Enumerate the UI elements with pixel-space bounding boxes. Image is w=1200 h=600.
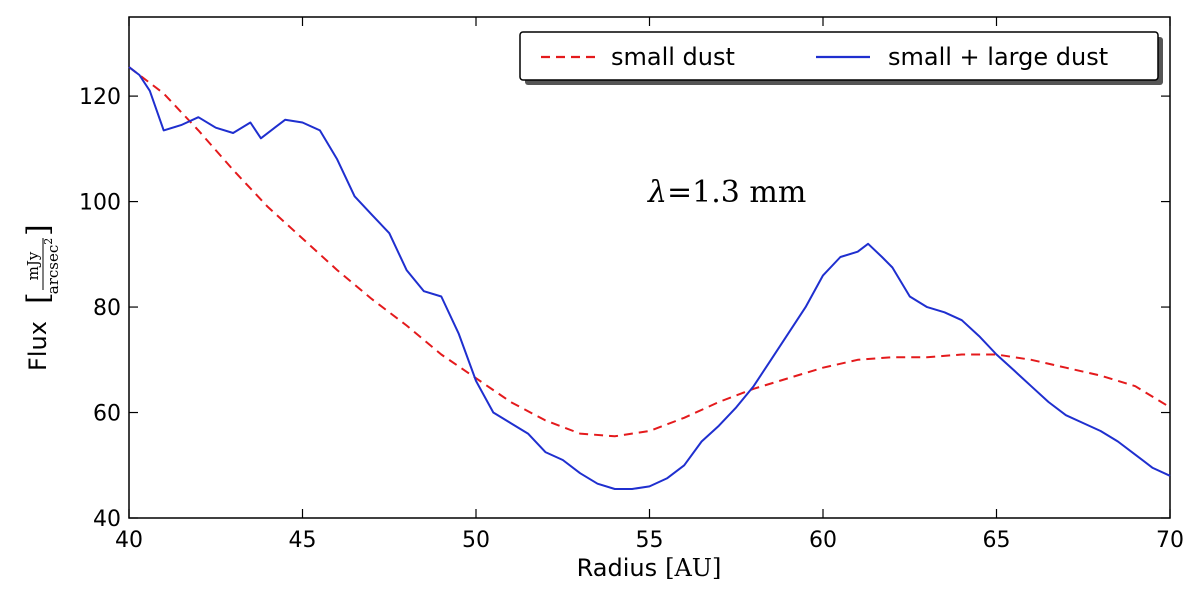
y-axis-unit-den-text: arcsec bbox=[44, 245, 62, 295]
x-axis-label-text: Radius bbox=[577, 554, 657, 582]
x-tick-label: 55 bbox=[636, 528, 664, 553]
x-tick-label: 65 bbox=[983, 528, 1011, 553]
y-axis-unit-den: arcsec2 bbox=[42, 238, 62, 295]
wavelength-annotation: λ=1.3 mm bbox=[647, 175, 806, 210]
y-tick-label: 80 bbox=[93, 296, 121, 321]
y-tick-label: 100 bbox=[79, 191, 121, 216]
series-line-small-large-dust bbox=[128, 66, 1171, 490]
y-axis-unit-num: mJy bbox=[24, 251, 42, 280]
x-tick-label: 70 bbox=[1156, 528, 1184, 553]
x-axis-unit: [AU] bbox=[665, 554, 721, 582]
x-tick-label: 45 bbox=[289, 528, 317, 553]
x-tick-label: 50 bbox=[462, 528, 490, 553]
y-axis-label: Flux [ mJy arcsec2 ] bbox=[21, 224, 62, 371]
y-axis-label-text: Flux bbox=[24, 321, 52, 371]
tick-layer: 40 45 50 55 60 65 70 40 60 80 100 120 bbox=[79, 17, 1184, 553]
series-layer bbox=[128, 66, 1171, 490]
y-axis-unit-den-exp: 2 bbox=[42, 238, 55, 245]
x-tick-label: 60 bbox=[809, 528, 837, 553]
plot-frame bbox=[128, 16, 1171, 519]
legend: small dust small + large dust bbox=[519, 31, 1163, 85]
legend-label-small-large-dust: small + large dust bbox=[888, 43, 1108, 71]
lambda-symbol: λ bbox=[647, 175, 667, 210]
y-tick-label: 120 bbox=[79, 85, 121, 110]
wavelength-value: =1.3 mm bbox=[667, 175, 806, 210]
y-tick-label: 40 bbox=[93, 507, 121, 532]
legend-label-small-dust: small dust bbox=[611, 43, 735, 71]
x-tick-label: 40 bbox=[115, 528, 143, 553]
series-line-small-dust bbox=[128, 66, 1171, 438]
y-axis-bracket-left: [ bbox=[21, 292, 56, 304]
x-axis-label: Radius [AU] bbox=[577, 554, 722, 582]
y-axis-bracket-right: ] bbox=[21, 224, 56, 236]
y-tick-label: 60 bbox=[93, 402, 121, 427]
